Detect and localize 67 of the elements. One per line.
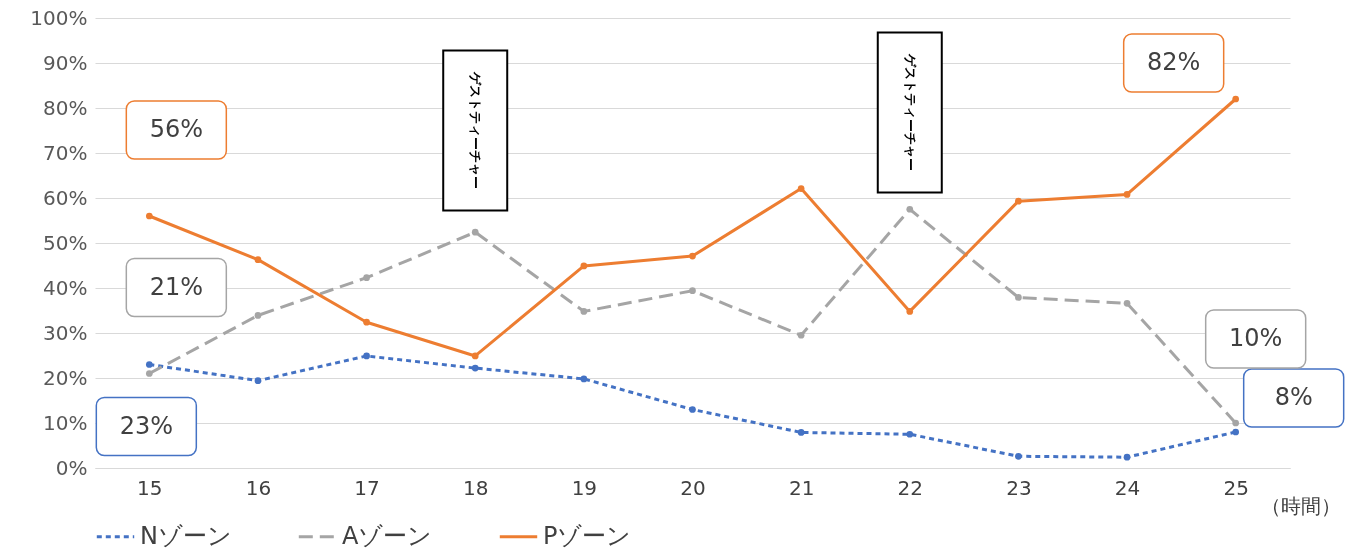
point xyxy=(145,212,153,220)
data-label: 21% xyxy=(149,272,203,301)
annotation: ゲストティーチャー xyxy=(902,53,918,171)
point xyxy=(906,205,914,213)
annotation: ゲストティーチャー xyxy=(468,71,484,189)
y-tick-label: 90% xyxy=(43,50,88,75)
point xyxy=(471,352,479,360)
x-tick-label: 20 xyxy=(680,475,706,500)
y-tick-label: 50% xyxy=(43,230,88,255)
y-tick-label: 70% xyxy=(43,140,88,165)
x-tick-label: 15 xyxy=(137,475,163,500)
point xyxy=(254,312,262,319)
x-tick-label: 22 xyxy=(897,475,923,500)
legend-label: Pゾーン xyxy=(543,521,632,550)
point xyxy=(254,256,262,263)
point xyxy=(254,377,262,385)
point xyxy=(471,228,479,236)
point xyxy=(145,361,153,368)
legend-label: Aゾーン xyxy=(342,521,433,550)
x-tick-label: 24 xyxy=(1114,475,1141,500)
y-tick-label: 40% xyxy=(43,275,88,300)
y-tick-label: 60% xyxy=(43,185,88,210)
legend-label: Nゾーン xyxy=(140,521,232,550)
point xyxy=(1123,453,1131,461)
point xyxy=(580,262,588,270)
point xyxy=(906,430,914,438)
x-tick-label: 18 xyxy=(463,475,489,500)
point xyxy=(797,331,805,339)
data-label: 10% xyxy=(1229,324,1283,352)
point xyxy=(906,308,914,315)
x-tick-label: 17 xyxy=(354,475,380,500)
point xyxy=(1232,419,1240,427)
point xyxy=(1232,95,1240,103)
data-label: 56% xyxy=(149,115,203,143)
y-tick-label: 0% xyxy=(55,455,88,480)
point xyxy=(363,318,370,326)
point xyxy=(363,274,370,281)
point xyxy=(471,364,479,372)
point xyxy=(689,406,696,413)
y-tick-label: 80% xyxy=(43,95,88,120)
y-tick-label: 10% xyxy=(43,410,88,435)
point xyxy=(1123,299,1131,307)
point xyxy=(689,287,696,295)
x-tick-label: 16 xyxy=(245,475,272,500)
x-axis-title: （時間） xyxy=(1260,493,1341,518)
point xyxy=(1123,191,1131,198)
point xyxy=(689,252,696,260)
x-tick-label: 19 xyxy=(571,475,598,500)
x-tick-label: 23 xyxy=(1006,475,1032,500)
y-tick-label: 30% xyxy=(43,320,88,345)
point xyxy=(580,375,588,383)
point xyxy=(797,429,805,436)
point xyxy=(1015,197,1022,205)
data-label: 82% xyxy=(1147,48,1201,76)
y-tick-label: 100% xyxy=(30,5,88,30)
point xyxy=(145,370,153,377)
y-tick-label: 20% xyxy=(43,365,88,390)
point xyxy=(1015,294,1022,301)
point xyxy=(363,352,370,360)
x-tick-label: 21 xyxy=(788,475,815,500)
data-label: 23% xyxy=(119,411,173,440)
point xyxy=(797,185,805,192)
point xyxy=(580,308,588,315)
point xyxy=(1015,452,1022,460)
data-label: 8% xyxy=(1274,383,1313,411)
x-tick-label: 25 xyxy=(1223,475,1249,500)
point xyxy=(1232,428,1240,436)
